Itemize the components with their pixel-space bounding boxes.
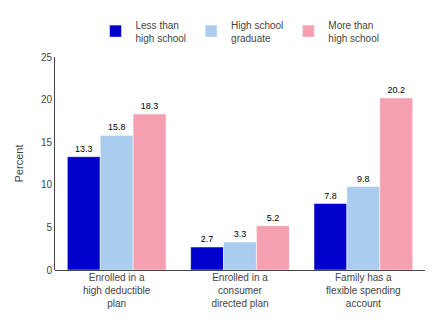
svg-text:Enrolled in aconsumerdirected: Enrolled in aconsumerdirected plan (211, 272, 268, 309)
svg-text:20: 20 (41, 94, 53, 105)
svg-text:5: 5 (46, 222, 52, 233)
svg-text:Enrolled in ahigh deductiblepl: Enrolled in ahigh deductibleplan (83, 272, 151, 309)
svg-text:15: 15 (41, 137, 53, 148)
svg-text:3.3: 3.3 (234, 229, 247, 239)
svg-text:20.2: 20.2 (387, 85, 405, 95)
svg-text:5.2: 5.2 (267, 213, 280, 223)
svg-text:9.8: 9.8 (357, 174, 370, 184)
svg-text:15.8: 15.8 (108, 122, 126, 132)
svg-text:18.3: 18.3 (141, 101, 159, 111)
svg-text:10: 10 (41, 179, 53, 190)
svg-text:Percent: Percent (13, 145, 25, 183)
svg-text:More thanhigh school: More thanhigh school (328, 20, 379, 44)
svg-text:Less thanhigh school: Less thanhigh school (136, 20, 187, 44)
svg-text:7.8: 7.8 (324, 191, 337, 201)
svg-text:High schoolgraduate: High schoolgraduate (231, 20, 283, 44)
svg-text:25: 25 (41, 52, 53, 63)
svg-text:13.3: 13.3 (75, 144, 93, 154)
svg-text:2.7: 2.7 (201, 234, 214, 244)
svg-text:Family has aflexible spendinga: Family has aflexible spendingaccount (326, 272, 401, 309)
svg-text:0: 0 (46, 265, 52, 276)
